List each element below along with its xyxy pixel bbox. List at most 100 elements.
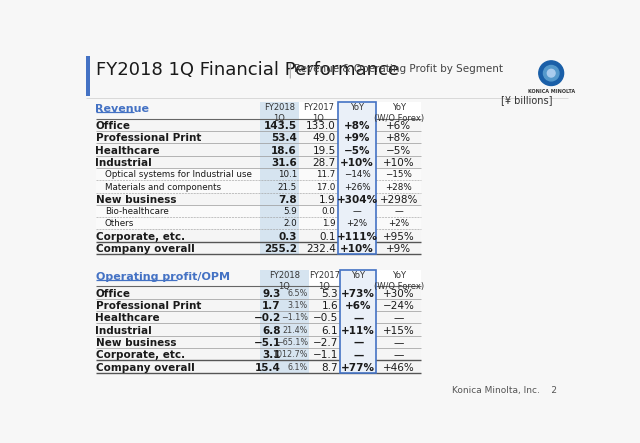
Bar bbox=[260, 323, 308, 336]
Text: +2%: +2% bbox=[346, 219, 367, 229]
Bar bbox=[260, 193, 298, 205]
Bar bbox=[340, 287, 376, 299]
Text: +2%: +2% bbox=[388, 219, 410, 229]
Circle shape bbox=[539, 61, 564, 85]
Text: +26%: +26% bbox=[344, 183, 371, 191]
Bar bbox=[95, 361, 421, 373]
Bar bbox=[340, 299, 376, 311]
Text: 5.3: 5.3 bbox=[321, 289, 338, 299]
Text: FY2017
1Q: FY2017 1Q bbox=[303, 103, 334, 123]
Text: +73%: +73% bbox=[341, 289, 375, 299]
Text: +9%: +9% bbox=[387, 244, 412, 254]
Text: Optical systems for Industrial use: Optical systems for Industrial use bbox=[105, 170, 252, 179]
Text: −0.2: −0.2 bbox=[253, 313, 281, 323]
Bar bbox=[260, 311, 308, 323]
Bar bbox=[95, 348, 421, 361]
Bar bbox=[260, 119, 298, 131]
Text: +10%: +10% bbox=[383, 158, 415, 168]
Text: YoY: YoY bbox=[350, 103, 364, 112]
Text: Company overall: Company overall bbox=[95, 363, 195, 373]
Text: 17.0: 17.0 bbox=[316, 183, 336, 191]
Bar bbox=[377, 269, 421, 287]
Bar bbox=[95, 180, 421, 193]
Text: 6.1: 6.1 bbox=[321, 326, 338, 336]
Text: 232.4: 232.4 bbox=[306, 244, 336, 254]
Text: YoY
(W/O Forex): YoY (W/O Forex) bbox=[374, 103, 424, 123]
Bar bbox=[338, 193, 376, 205]
Text: Others: Others bbox=[105, 219, 134, 229]
Text: —: — bbox=[353, 313, 364, 323]
Text: 18.6: 18.6 bbox=[271, 146, 297, 155]
Text: +30%: +30% bbox=[383, 289, 415, 299]
Bar bbox=[340, 336, 376, 348]
Text: −24%: −24% bbox=[383, 301, 415, 311]
Bar bbox=[95, 323, 421, 336]
Text: +11%: +11% bbox=[341, 326, 375, 336]
Text: —: — bbox=[394, 338, 404, 348]
Text: −5%: −5% bbox=[344, 146, 371, 155]
Text: YoY
(W/O Forex): YoY (W/O Forex) bbox=[374, 271, 424, 291]
Bar bbox=[95, 217, 421, 229]
Bar bbox=[340, 269, 376, 287]
Bar bbox=[260, 168, 298, 180]
Text: +6%: +6% bbox=[387, 121, 412, 131]
Text: 15.4: 15.4 bbox=[255, 363, 281, 373]
Text: +46%: +46% bbox=[383, 363, 415, 373]
Text: +298%: +298% bbox=[380, 195, 418, 205]
Text: −0.5: −0.5 bbox=[313, 313, 338, 323]
Bar bbox=[260, 180, 298, 193]
Bar bbox=[338, 205, 376, 217]
Bar bbox=[95, 168, 421, 180]
Bar bbox=[95, 299, 421, 311]
Text: 8.7: 8.7 bbox=[321, 363, 338, 373]
Text: 31.6: 31.6 bbox=[271, 158, 297, 168]
Text: |: | bbox=[288, 63, 292, 78]
Text: Company overall: Company overall bbox=[95, 244, 195, 254]
Text: 0.1: 0.1 bbox=[319, 232, 336, 242]
Bar bbox=[260, 102, 298, 119]
Bar bbox=[338, 242, 376, 254]
Text: 2.0: 2.0 bbox=[284, 219, 297, 229]
Text: FY2018
1Q: FY2018 1Q bbox=[264, 103, 294, 123]
Text: 143.5: 143.5 bbox=[264, 121, 297, 131]
Text: 21.4%: 21.4% bbox=[282, 326, 308, 335]
Text: 1.7: 1.7 bbox=[262, 301, 281, 311]
Bar bbox=[95, 155, 421, 168]
Bar bbox=[338, 143, 376, 155]
Bar bbox=[309, 269, 340, 287]
Text: Office: Office bbox=[95, 121, 131, 131]
Text: −1.1: −1.1 bbox=[313, 350, 338, 360]
Text: +95%: +95% bbox=[383, 232, 415, 242]
Text: −5%: −5% bbox=[387, 146, 412, 155]
Text: Office: Office bbox=[95, 289, 131, 299]
Circle shape bbox=[543, 66, 559, 81]
Text: FY2017
1Q: FY2017 1Q bbox=[309, 271, 340, 291]
Bar bbox=[95, 336, 421, 348]
Text: +111%: +111% bbox=[337, 232, 378, 242]
Bar bbox=[95, 193, 421, 205]
Text: —: — bbox=[394, 207, 403, 216]
Text: 49.0: 49.0 bbox=[312, 133, 336, 143]
Text: 6.1%: 6.1% bbox=[287, 363, 308, 372]
Bar bbox=[86, 56, 90, 96]
Bar bbox=[95, 229, 421, 242]
Bar bbox=[338, 102, 376, 254]
Text: —: — bbox=[353, 338, 364, 348]
Text: 10.1: 10.1 bbox=[278, 170, 297, 179]
Text: Operating profit/OPM: Operating profit/OPM bbox=[95, 272, 230, 282]
Bar bbox=[377, 102, 421, 119]
Text: 1012.7%: 1012.7% bbox=[273, 350, 308, 359]
Bar bbox=[338, 155, 376, 168]
Text: +9%: +9% bbox=[344, 133, 371, 143]
Bar bbox=[260, 229, 298, 242]
Bar bbox=[95, 143, 421, 155]
Text: +6%: +6% bbox=[345, 301, 371, 311]
Text: +77%: +77% bbox=[341, 363, 375, 373]
Bar bbox=[260, 242, 298, 254]
Text: Professional Print: Professional Print bbox=[95, 133, 201, 143]
Text: −2.7: −2.7 bbox=[313, 338, 338, 348]
Text: FY2018 1Q Financial Performance: FY2018 1Q Financial Performance bbox=[95, 61, 399, 79]
Bar bbox=[340, 361, 376, 373]
Text: −5.1: −5.1 bbox=[253, 338, 281, 348]
Text: −1.1%: −1.1% bbox=[281, 313, 308, 323]
